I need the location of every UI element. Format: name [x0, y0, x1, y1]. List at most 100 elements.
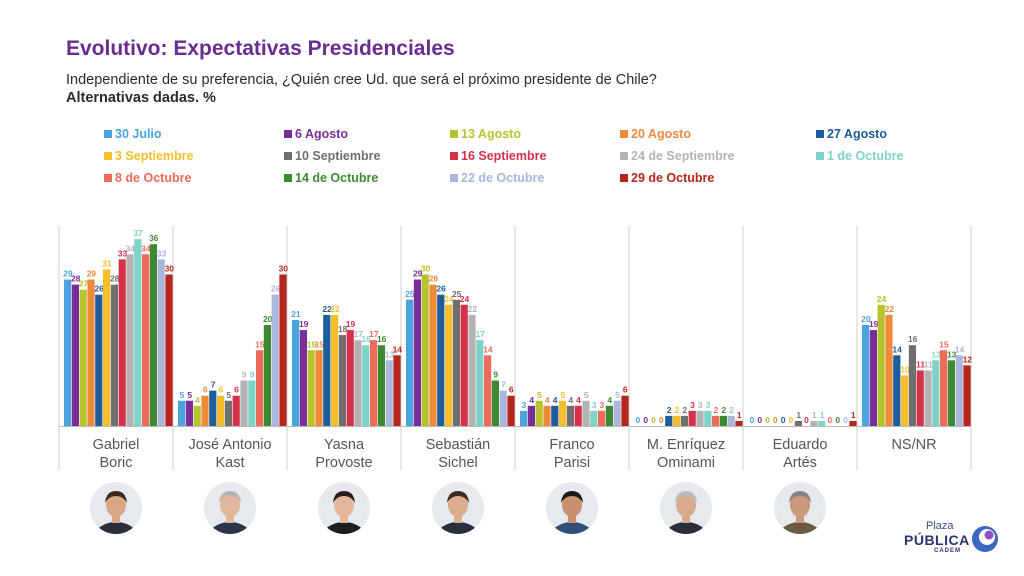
candidate-avatar [90, 482, 142, 534]
data-label: 0 [843, 415, 848, 425]
bar [201, 395, 209, 426]
data-label: 28 [429, 274, 439, 284]
data-label: 16 [908, 334, 918, 344]
data-label: 37 [133, 228, 143, 238]
data-label: 3 [592, 400, 597, 410]
legend-item: 20 Agosto [620, 127, 691, 141]
chart-title: Evolutivo: Expectativas Presidenciales [66, 37, 455, 60]
bar [735, 420, 743, 426]
data-label: 30 [165, 264, 175, 274]
bar [908, 345, 916, 426]
bar [955, 355, 963, 426]
bar [142, 254, 150, 426]
data-label: 0 [804, 415, 809, 425]
data-label: 0 [789, 415, 794, 425]
data-label: 2 [721, 405, 726, 415]
data-label: 2 [729, 405, 734, 415]
bar [818, 420, 826, 426]
data-label: 1 [737, 410, 742, 420]
brand-cadem-text: CADEM [934, 548, 961, 554]
chart-subtitle-note: Alternativas dadas. % [66, 90, 216, 106]
bar [217, 395, 225, 426]
person-portrait-icon [318, 482, 370, 534]
bar [460, 304, 468, 426]
bar [947, 360, 955, 426]
bar [178, 400, 186, 426]
bar [240, 380, 248, 426]
bar [849, 420, 857, 426]
legend-label: 27 Agosto [827, 127, 887, 141]
legend-swatch [620, 174, 628, 182]
data-label: 17 [354, 329, 364, 339]
bar [323, 314, 331, 426]
category-label: Sebastián [426, 437, 491, 453]
data-label: 14 [892, 344, 902, 354]
data-label: 22 [330, 304, 340, 314]
data-label: 20 [861, 314, 871, 324]
data-label: 16 [361, 334, 371, 344]
legend-label: 6 Agosto [295, 127, 349, 141]
bar [149, 244, 157, 426]
bar [134, 239, 142, 426]
legend-item: 6 Agosto [284, 127, 348, 141]
data-label: 0 [636, 415, 641, 425]
legend-swatch [104, 152, 112, 160]
data-label: 18 [338, 324, 348, 334]
bar [429, 284, 437, 426]
bar [916, 370, 924, 426]
bar [491, 380, 499, 426]
bar [893, 355, 901, 426]
bar [118, 259, 126, 426]
bar [413, 279, 421, 426]
bar [932, 360, 940, 426]
data-label: 22 [322, 304, 332, 314]
category-label: José Antonio [188, 437, 271, 453]
bar [963, 365, 971, 426]
bar [613, 400, 621, 426]
data-label: 12 [963, 354, 973, 364]
data-label: 10 [900, 365, 910, 375]
data-label: 0 [651, 415, 656, 425]
bar [307, 350, 315, 426]
candidate-avatar [432, 482, 484, 534]
bar [484, 355, 492, 426]
bar [535, 400, 543, 426]
data-label: 5 [226, 390, 231, 400]
legend-swatch [816, 130, 824, 138]
bar [445, 304, 453, 426]
data-label: 13 [947, 349, 957, 359]
category-label: Kast [215, 455, 244, 471]
data-label: 36 [149, 233, 159, 243]
bar [224, 400, 232, 426]
bar [727, 415, 735, 426]
data-label: 17 [475, 329, 485, 339]
data-label: 1 [851, 410, 856, 420]
data-label: 29 [63, 269, 73, 279]
bar [877, 304, 885, 426]
data-label: 30 [421, 264, 431, 274]
data-label: 0 [773, 415, 778, 425]
category-label: NS/NR [891, 437, 936, 453]
data-label: 3 [690, 400, 695, 410]
bar [393, 355, 401, 426]
category-label: Yasna [324, 437, 365, 453]
legend-item: 24 de Septiembre [620, 149, 735, 163]
candidate-avatar [660, 482, 712, 534]
bar [421, 274, 429, 426]
data-label: 7 [211, 380, 216, 390]
bar [292, 319, 300, 426]
data-label: 5 [561, 390, 566, 400]
data-label: 3 [698, 400, 703, 410]
data-label: 29 [413, 269, 423, 279]
data-label: 14 [483, 344, 493, 354]
data-label: 7 [501, 380, 506, 390]
data-label: 2 [675, 405, 680, 415]
category-label: Ominami [657, 455, 715, 471]
data-label: 2 [667, 405, 672, 415]
data-label: 33 [118, 248, 128, 258]
data-label: 1 [796, 410, 801, 420]
person-portrait-icon [660, 482, 712, 534]
legend-label: 3 Septiembre [115, 149, 194, 163]
data-label: 22 [468, 304, 478, 314]
data-label: 31 [102, 258, 112, 268]
